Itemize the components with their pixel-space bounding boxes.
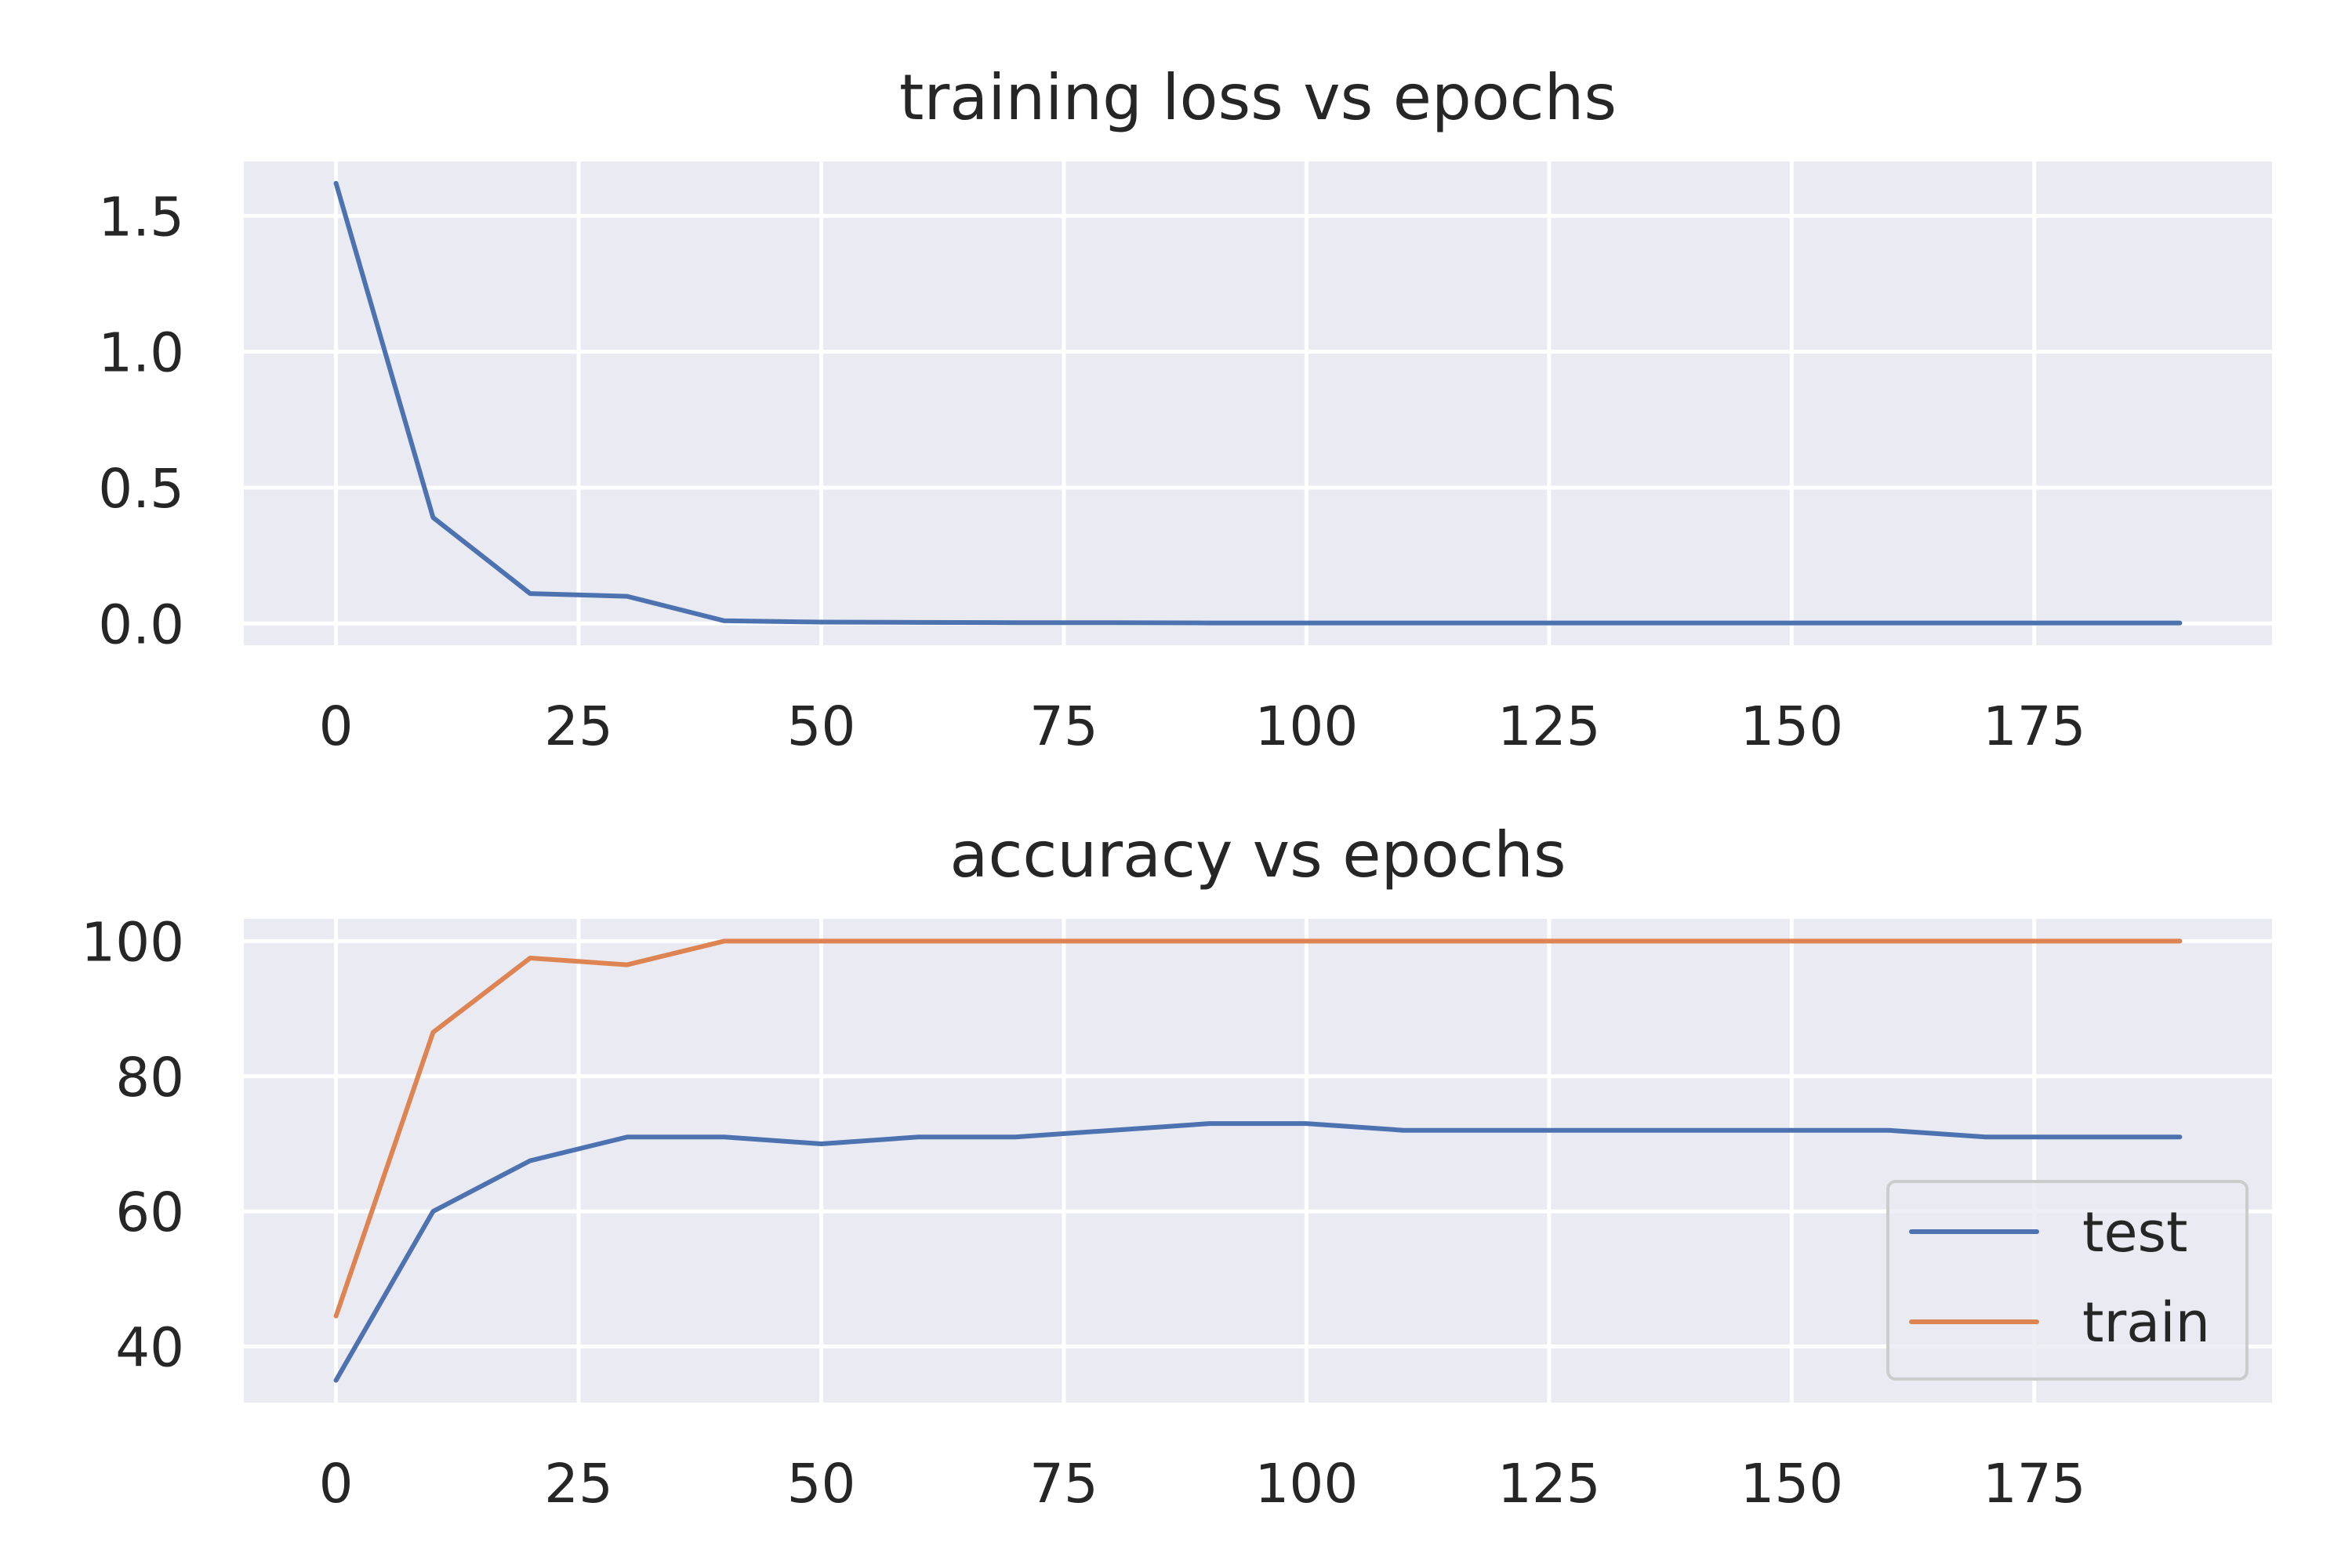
accuracy-chart-title: accuracy vs epochs [949, 818, 1566, 891]
loss-y-tick-label: 0.5 [98, 458, 184, 521]
loss-y-tick-label: 1.5 [98, 186, 184, 249]
loss-plot-area [244, 162, 2272, 645]
loss-y-tick-label: 0.0 [98, 593, 184, 656]
loss-line [333, 180, 2183, 626]
accuracy-series-layer [333, 938, 2183, 1383]
accuracy-y-tick-labels: 40 60 80 100 [81, 911, 184, 1379]
accuracy-x-tick-label: 0 [319, 1453, 354, 1515]
loss-x-tick-label: 0 [319, 695, 354, 758]
accuracy-y-tick-label: 60 [115, 1181, 184, 1244]
accuracy-y-tick-label: 80 [115, 1047, 184, 1109]
accuracy-y-tick-label: 40 [115, 1316, 184, 1379]
legend-label-test: test [2082, 1200, 2187, 1265]
loss-x-tick-label: 125 [1497, 695, 1601, 758]
legend-label-train: train [2082, 1290, 2210, 1355]
accuracy-x-tick-label: 150 [1740, 1453, 1843, 1515]
loss-y-tick-label: 1.0 [98, 322, 184, 385]
accuracy-x-tick-label: 100 [1255, 1453, 1359, 1515]
loss-series-layer [333, 180, 2183, 626]
accuracy-train-line [333, 938, 2183, 1319]
loss-chart-title: training loss vs epochs [899, 61, 1617, 134]
accuracy-y-tick-label: 100 [81, 911, 184, 974]
legend: test train [1886, 1180, 2249, 1381]
loss-y-tick-labels: 0.0 0.5 1.0 1.5 [98, 186, 184, 656]
loss-x-tick-label: 25 [544, 695, 613, 758]
loss-x-tick-label: 175 [1983, 695, 2086, 758]
accuracy-x-tick-label: 125 [1497, 1453, 1601, 1515]
loss-x-tick-label: 50 [787, 695, 856, 758]
accuracy-x-tick-label: 50 [787, 1453, 856, 1515]
accuracy-test-line [333, 1121, 2183, 1383]
accuracy-x-tick-label: 25 [544, 1453, 613, 1515]
loss-x-tick-label: 100 [1255, 695, 1359, 758]
accuracy-subplot: 0 25 50 75 100 125 150 175 40 60 80 100 accuracy v… [81, 818, 2272, 1515]
loss-x-tick-labels: 0 25 50 75 100 125 150 175 [319, 695, 2086, 758]
loss-x-tick-label: 75 [1029, 695, 1098, 758]
loss-x-tick-label: 150 [1740, 695, 1843, 758]
accuracy-x-tick-labels: 0 25 50 75 100 125 150 175 [319, 1453, 2086, 1515]
loss-subplot: 0 25 50 75 100 125 150 175 0.0 0.5 1.0 1.5 trainin… [98, 61, 2272, 758]
accuracy-x-tick-label: 175 [1983, 1453, 2086, 1515]
accuracy-x-tick-label: 75 [1029, 1453, 1098, 1515]
